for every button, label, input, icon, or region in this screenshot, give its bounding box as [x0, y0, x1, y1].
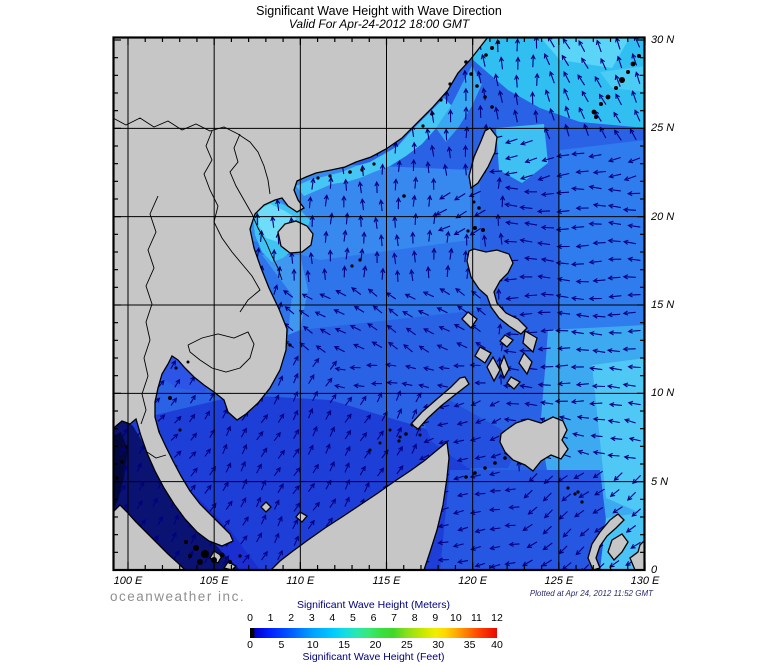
mindanao-island	[499, 416, 569, 472]
lon-tick-label: 105 E	[199, 575, 229, 587]
colorbar-tick-label: 9	[432, 612, 439, 624]
oceanweather-logo-text: oceanweather inc.	[110, 589, 246, 604]
lat-tick-label: 15 N	[651, 299, 675, 311]
colorbar-tick-label: 30	[432, 639, 445, 651]
colorbar-tick-label: 4	[329, 612, 336, 624]
colorbar-tick-label: 0	[247, 639, 253, 651]
colorbar-tick-label: 25	[401, 639, 413, 651]
colorbar-tick-label: 11	[470, 612, 482, 624]
colorbar-tick-label: 40	[491, 639, 503, 651]
palawan-island	[410, 376, 470, 430]
country-borders	[113, 117, 283, 459]
colorbar-tick-label: 15	[338, 639, 350, 651]
lon-tick-label: 115 E	[372, 575, 401, 587]
lon-tick-label: 100 E	[113, 575, 143, 587]
colorbar-tick-label: 3	[308, 612, 315, 624]
hainan-island	[277, 220, 314, 254]
title-block: Significant Wave Height with Wave Direct…	[113, 4, 645, 31]
colorbar-tick-label: 0	[247, 612, 253, 624]
colorbar-tick-label: 5	[278, 639, 285, 651]
colorbar-tick-label: 12	[491, 612, 503, 624]
lat-tick-label: 0	[651, 564, 658, 576]
colorbar-tick-label: 5	[349, 612, 356, 624]
sulawesi-island	[587, 513, 625, 570]
lat-tick-label: 20 N	[651, 210, 675, 223]
page-title: Significant Wave Height with Wave Direct…	[256, 4, 502, 18]
colorbar-tick-label: 8	[411, 612, 418, 624]
lat-tick-label: 25 N	[651, 122, 675, 135]
luzon-island	[466, 248, 528, 335]
colorbar-tick-label: 1	[267, 612, 274, 624]
lon-tick-label: 130 E	[630, 575, 660, 587]
mainland-asia	[113, 37, 489, 547]
lon-tick-label: 110 E	[286, 575, 315, 587]
colorbar-tick-label: 35	[463, 639, 476, 651]
lat-tick-label: 5 N	[651, 475, 669, 488]
colorbar-tick-label: 20	[369, 639, 382, 651]
degree-ticks	[113, 37, 646, 571]
land-layer	[113, 37, 645, 570]
colorbar-tick-label: 10	[306, 639, 319, 651]
colorbar-tick-label: 10	[449, 612, 462, 624]
colorbar-tick-label: 7	[391, 612, 397, 624]
islet-dots	[115, 40, 641, 565]
lat-tick-label: 10 N	[651, 387, 675, 400]
map-frame	[112, 36, 646, 572]
sumatra-island	[113, 504, 186, 570]
colorbar-meters-label: Significant Wave Height (Meters)	[296, 599, 451, 611]
lon-tick-label: 125 E	[544, 575, 574, 587]
lon-tick-label: 120 E	[458, 575, 488, 587]
taiwan-island	[468, 127, 498, 190]
valid-time-subtitle: Valid For Apr-24-2012 18:00 GMT	[288, 17, 470, 31]
colorbar-gradient	[250, 628, 497, 638]
graticule-grid	[113, 37, 645, 570]
lat-tick-label: 30 N	[651, 34, 675, 46]
colorbar-feet-label: Significant Wave Height (Feet)	[302, 651, 445, 663]
colorbar-tick-label: 6	[370, 612, 377, 624]
plotted-timestamp: Plotted at Apr 24, 2012 11:52 GMT	[529, 589, 653, 598]
colorbar-tick-label: 2	[288, 612, 295, 624]
